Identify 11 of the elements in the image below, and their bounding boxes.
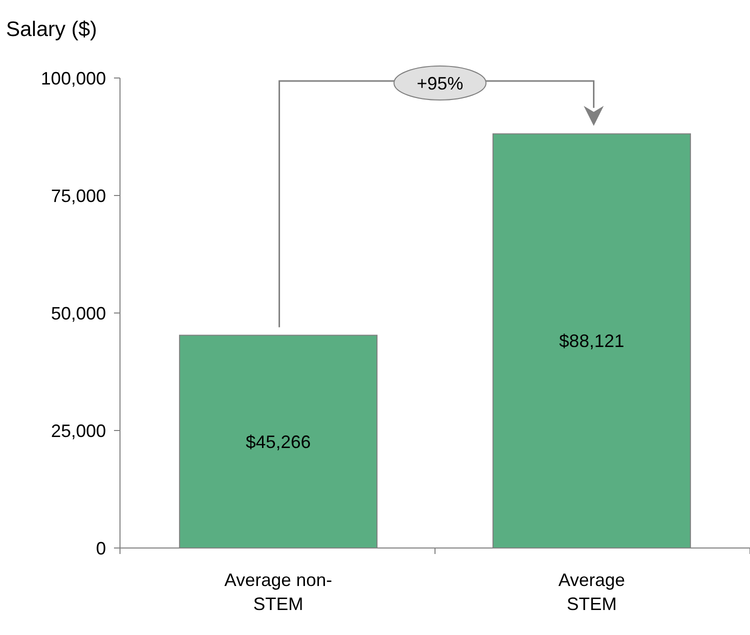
y-axis-title: Salary ($) xyxy=(6,18,98,41)
x-tick-label: Average non-STEM xyxy=(224,570,332,614)
y-tick-label: 100,000 xyxy=(40,68,106,88)
y-tick-label: 0 xyxy=(96,538,106,558)
y-tick-label: 75,000 xyxy=(50,186,106,206)
data-label: $88,121 xyxy=(559,331,624,352)
annotation: +95% xyxy=(416,73,464,94)
y-tick-label: 25,000 xyxy=(50,420,106,441)
x-tick-label: Average STEM xyxy=(558,570,626,614)
data-label: $45,266 xyxy=(246,432,311,452)
y-tick-label: 50,000 xyxy=(50,303,106,324)
